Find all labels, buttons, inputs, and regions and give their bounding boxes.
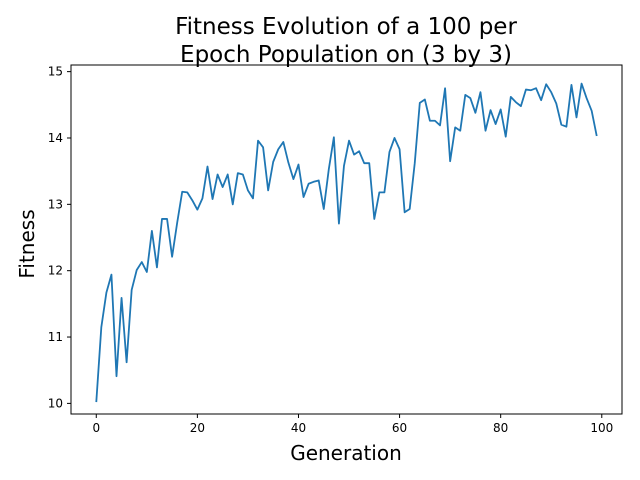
y-tick-label: 10 [48,396,63,410]
plot-area-frame [70,64,623,415]
y-tick-label: 13 [48,197,63,211]
y-axis-ticks: 10 11 12 13 14 15 [48,65,71,410]
x-tick-label: 20 [190,421,205,435]
y-tick-label: 15 [48,65,63,79]
x-tick-label: 40 [291,421,306,435]
x-axis-label: Generation [290,441,402,465]
y-tick-label: 11 [48,330,63,344]
x-axis-ticks: 0 20 40 60 80 100 [92,414,613,435]
x-tick-label: 100 [590,421,613,435]
chart-title: Fitness Evolution of a 100 per Epoch Pop… [175,14,517,68]
y-axis-label: Fitness [15,209,39,278]
x-tick-label: 80 [493,421,508,435]
chart-title-line-2: Epoch Population on (3 by 3) [180,42,512,68]
y-tick-label: 14 [48,131,63,145]
x-tick-label: 60 [392,421,407,435]
x-tick-label: 0 [92,421,100,435]
fitness-series-line [95,82,598,403]
y-tick-label: 12 [48,264,63,278]
chart-title-line-1: Fitness Evolution of a 100 per [175,14,517,40]
